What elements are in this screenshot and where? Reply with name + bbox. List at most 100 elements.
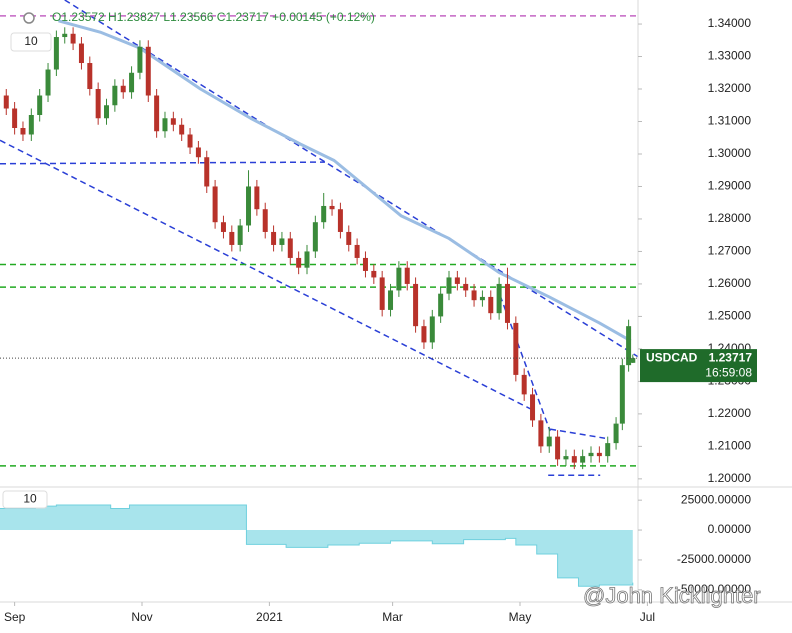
candle-body bbox=[145, 46, 151, 96]
indicator-box[interactable] bbox=[2, 490, 48, 509]
x-tick-label: May bbox=[509, 610, 532, 624]
candle-body bbox=[521, 374, 527, 395]
y-tick-label: 1.33000 bbox=[708, 49, 752, 63]
candle-body bbox=[137, 46, 143, 73]
candle-body bbox=[220, 222, 226, 232]
price-pane bbox=[0, 0, 638, 477]
watermark: @John Kicklighter bbox=[583, 583, 761, 608]
candle-body bbox=[162, 118, 168, 132]
candle-body bbox=[329, 205, 335, 210]
candle-body bbox=[271, 231, 277, 245]
candle-body bbox=[129, 72, 135, 93]
candle-body bbox=[53, 37, 59, 70]
candle-body bbox=[438, 293, 444, 317]
candle-body bbox=[346, 231, 352, 245]
candle-body bbox=[304, 251, 310, 268]
candle-body bbox=[446, 277, 452, 294]
candle-body bbox=[262, 209, 268, 232]
candle-body bbox=[246, 186, 252, 226]
y-tick-label: 1.26000 bbox=[708, 276, 752, 290]
y-tick-label: 1.20000 bbox=[708, 471, 752, 485]
candle-body bbox=[429, 316, 435, 343]
candle-body bbox=[421, 326, 427, 343]
candle-body bbox=[37, 95, 43, 116]
y-tick-label: 1.22000 bbox=[708, 406, 752, 420]
candle-body bbox=[312, 222, 318, 252]
countdown: 16:59:08 bbox=[705, 365, 752, 379]
y2-tick-label: -25000.00000 bbox=[677, 552, 751, 566]
candle-body bbox=[371, 270, 377, 278]
candle-body bbox=[613, 423, 619, 444]
symbol-icon bbox=[23, 12, 35, 24]
candle-body bbox=[479, 296, 485, 301]
x-tick-label: Nov bbox=[131, 610, 152, 624]
candle-body bbox=[170, 118, 176, 125]
candle-body bbox=[354, 244, 360, 258]
candle-body bbox=[362, 257, 368, 271]
candle-body bbox=[112, 85, 118, 106]
candle-body bbox=[195, 147, 201, 158]
x-tick-label: 2021 bbox=[256, 610, 283, 624]
candle-body bbox=[538, 420, 544, 447]
candle-body bbox=[588, 452, 594, 457]
indicator-label: 10 bbox=[24, 34, 38, 48]
indicator-box[interactable] bbox=[10, 32, 52, 52]
candle-body bbox=[104, 105, 110, 119]
y-tick-label: 1.34000 bbox=[708, 16, 752, 30]
candle-body bbox=[619, 365, 625, 424]
candle-body bbox=[471, 290, 477, 301]
candle-body bbox=[504, 283, 510, 323]
x-tick-label: Mar bbox=[382, 610, 403, 624]
candle-body bbox=[379, 277, 385, 310]
candle-body bbox=[187, 134, 193, 148]
y2-tick-label: 25000.00000 bbox=[681, 492, 751, 506]
ohlc-legend: O1.23572 H1.23827 L1.23566 C1.23717 +0.0… bbox=[52, 10, 375, 24]
y-tick-label: 1.31000 bbox=[708, 114, 752, 128]
indicator-label: 10 bbox=[23, 492, 37, 506]
candle-body bbox=[12, 108, 18, 128]
candle-body bbox=[454, 277, 460, 284]
candle-body bbox=[20, 127, 26, 135]
candle-body bbox=[530, 394, 536, 421]
candle-body bbox=[605, 443, 611, 457]
candle-body bbox=[296, 257, 302, 268]
indicator-area bbox=[0, 504, 633, 587]
candle-body bbox=[70, 33, 76, 44]
price-tag bbox=[640, 349, 757, 383]
y-tick-label: 1.29000 bbox=[708, 179, 752, 193]
labels: O1.23572 H1.23827 L1.23566 C1.23717 +0.0… bbox=[2, 10, 761, 624]
candle-body bbox=[287, 238, 293, 258]
indicator-pane bbox=[0, 504, 634, 587]
y-tick-label: 1.28000 bbox=[708, 211, 752, 225]
candle-body bbox=[563, 456, 569, 460]
candle-body bbox=[154, 95, 160, 132]
candle-body bbox=[120, 85, 126, 93]
candle-body bbox=[571, 456, 577, 463]
candle-body bbox=[3, 95, 9, 109]
candle-body bbox=[626, 326, 632, 366]
trend-line bbox=[64, 0, 638, 358]
y-tick-label: 1.25000 bbox=[708, 309, 752, 323]
candle-body bbox=[488, 296, 494, 314]
y-tick-label: 1.21000 bbox=[708, 439, 752, 453]
candle-body bbox=[212, 186, 218, 223]
candle-body bbox=[279, 238, 285, 245]
candle-body bbox=[396, 267, 402, 291]
indicator-line bbox=[0, 504, 634, 587]
candle-body bbox=[337, 209, 343, 232]
x-tick-label: Jul bbox=[640, 610, 655, 624]
y2-tick-label: 0.00000 bbox=[708, 522, 752, 536]
axes bbox=[0, 0, 792, 606]
x-tick-label: Sep bbox=[4, 610, 26, 624]
price-tag-label: 1.23717 bbox=[709, 350, 753, 364]
y-tick-label: 1.30000 bbox=[708, 146, 752, 160]
y-tick-label: 1.32000 bbox=[708, 81, 752, 95]
symbol-tag: USDCAD bbox=[646, 350, 698, 364]
candle-body bbox=[254, 186, 260, 210]
candle-body bbox=[321, 205, 327, 223]
y-tick-label: 1.27000 bbox=[708, 244, 752, 258]
candle-body bbox=[630, 358, 636, 363]
candle-body bbox=[95, 89, 101, 119]
